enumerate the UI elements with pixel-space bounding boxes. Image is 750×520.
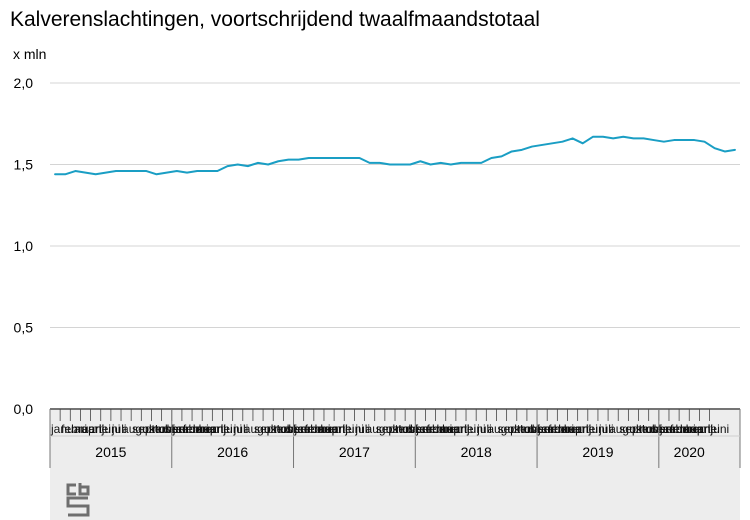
month-label: maart [680,422,711,436]
year-label: 2016 [217,444,248,460]
month-label: mei [700,422,719,436]
month-label: januari [415,422,452,436]
month-label: april [325,422,348,436]
month-label: december [284,422,337,436]
month-label: november [396,422,449,436]
month-label: januari [659,422,696,436]
y-axis-ticks: 0,0 0,5 1,0 1,5 2,0 [14,75,34,417]
year-label: 2019 [582,444,613,460]
month-label: mei [579,422,598,436]
y-tick-label: 1,5 [14,157,34,173]
footer-band [50,468,740,520]
month-label: juni [101,422,121,436]
month-label: september [619,422,676,436]
gridlines [50,82,740,410]
month-label: september [254,422,311,436]
month-label: februari [670,422,711,436]
month-label: oktober [629,422,669,436]
month-label: november [640,422,693,436]
month-label: maart [558,422,589,436]
month-label: april [690,422,713,436]
month-label: juni [710,422,730,436]
year-label: 2015 [95,444,126,460]
month-label: augustus [366,422,415,436]
y-tick-label: 0,5 [14,320,34,336]
year-label: 2017 [339,444,370,460]
month-label: oktober [386,422,426,436]
month-label: september [376,422,433,436]
y-tick-label: 2,0 [14,75,34,91]
y-tick-label: 1,0 [14,238,34,254]
month-label: januari [172,422,209,436]
month-label: juli [233,422,249,436]
month-label: december [163,422,216,436]
month-label: april [447,422,470,436]
month-label: december [528,422,581,436]
series-line [54,135,736,176]
month-label: februari [305,422,346,436]
month-label: mei [457,422,476,436]
month-label: augustus [609,422,658,436]
month-label: februari [426,422,467,436]
month-label: maart [71,422,102,436]
month-label: juni [588,422,608,436]
month-label: januari [50,422,87,436]
x-axis: januarifebruarimaartaprilmeijunijuliaugu… [49,409,741,468]
month-label: juli [476,422,492,436]
y-tick-label: 0,0 [14,401,34,417]
month-label: april [81,422,104,436]
month-label: mei [335,422,354,436]
month-label: maart [315,422,346,436]
month-label: september [132,422,189,436]
year-label: 2020 [674,444,705,460]
month-label: mei [92,422,111,436]
y-unit-label: x mln [13,46,47,62]
month-label: juli [354,422,370,436]
month-label: juli [111,422,127,436]
chart-title: Kalverenslachtingen, voortschrijdend twa… [10,8,540,31]
month-label: oktober [264,422,304,436]
month-label: augustus [244,422,293,436]
month-label: januari [294,422,331,436]
month-label: maart [437,422,468,436]
month-label: augustus [487,422,536,436]
month-label: september [497,422,554,436]
month-label: november [274,422,327,436]
month-label: juni [344,422,364,436]
month-label: juli [598,422,614,436]
month-label: juni [466,422,486,436]
month-label: januari [537,422,574,436]
year-label: 2018 [461,444,492,460]
cbs-logo-icon [66,483,90,517]
month-label: februari [183,422,224,436]
month-label: oktober [142,422,182,436]
month-label: mei [213,422,232,436]
month-label: december [650,422,703,436]
month-label: augustus [122,422,171,436]
series-layer [54,135,736,176]
month-label: juni [223,422,243,436]
month-label: november [518,422,571,436]
month-label: december [406,422,459,436]
month-label: februari [548,422,589,436]
month-label: februari [61,422,102,436]
month-label: maart [193,422,224,436]
month-label: oktober [508,422,548,436]
month-label: april [203,422,226,436]
month-label: april [569,422,592,436]
month-label: november [152,422,205,436]
